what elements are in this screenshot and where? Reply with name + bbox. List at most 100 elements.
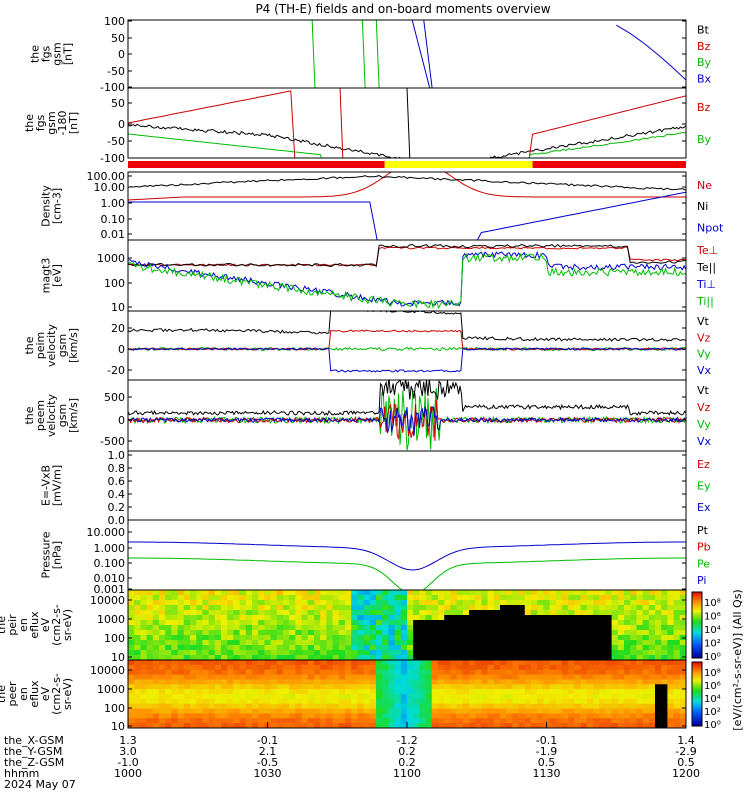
spectrogram-cell [506,694,513,699]
spectrogram-cell [364,615,371,621]
spectrogram-cell [128,694,135,699]
spectrogram-cell [444,689,451,694]
spectrogram-cell [444,679,451,684]
spectrogram-cell [543,660,550,665]
spectrogram-cell [246,660,253,665]
spectrogram-cell [438,635,445,641]
spectrogram-cell [264,699,271,704]
spectrogram-cell [252,635,259,641]
spectrogram-cell [357,660,364,665]
spectrogram-cell [568,665,575,670]
spectrogram-cell [481,684,488,689]
spectrogram-cell [295,694,302,699]
spectrogram-cell [333,694,340,699]
spectrogram-cell [264,713,271,718]
spectrogram-cell [202,645,209,651]
spectrogram-cell [674,595,681,601]
spectrogram-cell [171,645,178,651]
spectrogram-cell [593,689,600,694]
spectrogram-cell [469,713,476,718]
spectrogram-cell [302,709,309,714]
y-tick-label: 10000 [90,664,125,677]
spectrogram-cell [159,610,166,616]
spectrogram-cell [581,615,588,621]
spectrogram-cell [488,718,495,723]
spectrogram-cell [302,660,309,665]
spectrogram-cell [519,610,526,616]
spectrogram-cell [196,699,203,704]
colorbar-tick-label: 10⁰ [704,652,721,663]
spectrogram-cell [190,610,197,616]
spectrogram-cell [401,645,408,651]
spectrogram-cell [388,718,395,723]
spectrogram-cell [581,590,588,596]
spectrogram-cell [345,670,352,675]
y-axis-label-line: sr-eV) [61,609,74,641]
spectrogram-cell [568,630,575,636]
spectrogram-cell [190,650,197,656]
spectrogram-cell [308,625,315,631]
spectrogram-cell [134,709,141,714]
spectrogram-cell [233,640,240,646]
spectrogram-cell [308,635,315,641]
spectrogram-cell [388,615,395,621]
spectrogram-cell [221,635,228,641]
spectrogram-cell [463,625,470,631]
spectrogram-cell [612,684,619,689]
spectrogram-cell [444,699,451,704]
spectrogram-cell [550,590,557,596]
spectrogram-cell [357,675,364,680]
spectrogram-cell [605,704,612,709]
spectrogram-cell [128,605,135,611]
spectrogram-cell [438,713,445,718]
spectrogram-cell [457,718,464,723]
spectrogram-cell [599,630,606,636]
spectrogram-cell [178,684,185,689]
spectrogram-cell [190,595,197,601]
spectrogram-cell [178,699,185,704]
spectrogram-cell [674,620,681,626]
spectrogram-cell [165,605,172,611]
spectrogram-cell [599,675,606,680]
spectrogram-cell [246,713,253,718]
spectrogram-cell [308,660,315,665]
spectrogram-cell [302,610,309,616]
spectrogram-cell [630,713,637,718]
spectrogram-cell [450,630,457,636]
spectrogram-cell [674,689,681,694]
spectrogram-cell [339,650,346,656]
spectrogram-cell [537,704,544,709]
spectrogram-cell [661,670,668,675]
panel-peem-velocity: 5000-500thepeemvelocitygsm[km/s]VtVzVyVx [23,377,712,451]
legend-entry: Pt [697,524,709,537]
spectrogram-cell [295,718,302,723]
spectrogram-cell [407,645,414,651]
spectrogram-cell [556,670,563,675]
spectrogram-cell [624,635,631,641]
y-tick-label: -100 [100,81,125,94]
spectrogram-cell [289,640,296,646]
spectrogram-cell [500,640,507,646]
spectrogram-cell [525,590,532,596]
spectrogram-cell [357,650,364,656]
spectrogram-cell [655,590,662,596]
spectrogram-cell [494,718,501,723]
spectrogram-cell [630,605,637,611]
spectrogram-cell [178,704,185,709]
spectrogram-cell [258,699,265,704]
spectrogram-cell [674,665,681,670]
spectrogram-cell [643,645,650,651]
spectrogram-cell [643,605,650,611]
spectrogram-cell [376,709,383,714]
spectrogram-cell [147,713,154,718]
spectrogram-cell [587,640,594,646]
spectrogram-cell [339,689,346,694]
spectrogram-cell [395,684,402,689]
spectrogram-cell [209,650,216,656]
spectrogram-cell [159,675,166,680]
spectrogram-cell [413,699,420,704]
spectrogram-cell [295,605,302,611]
spectrogram-cell [209,713,216,718]
spectrogram-cell [556,605,563,611]
spectrogram-cell [475,665,482,670]
